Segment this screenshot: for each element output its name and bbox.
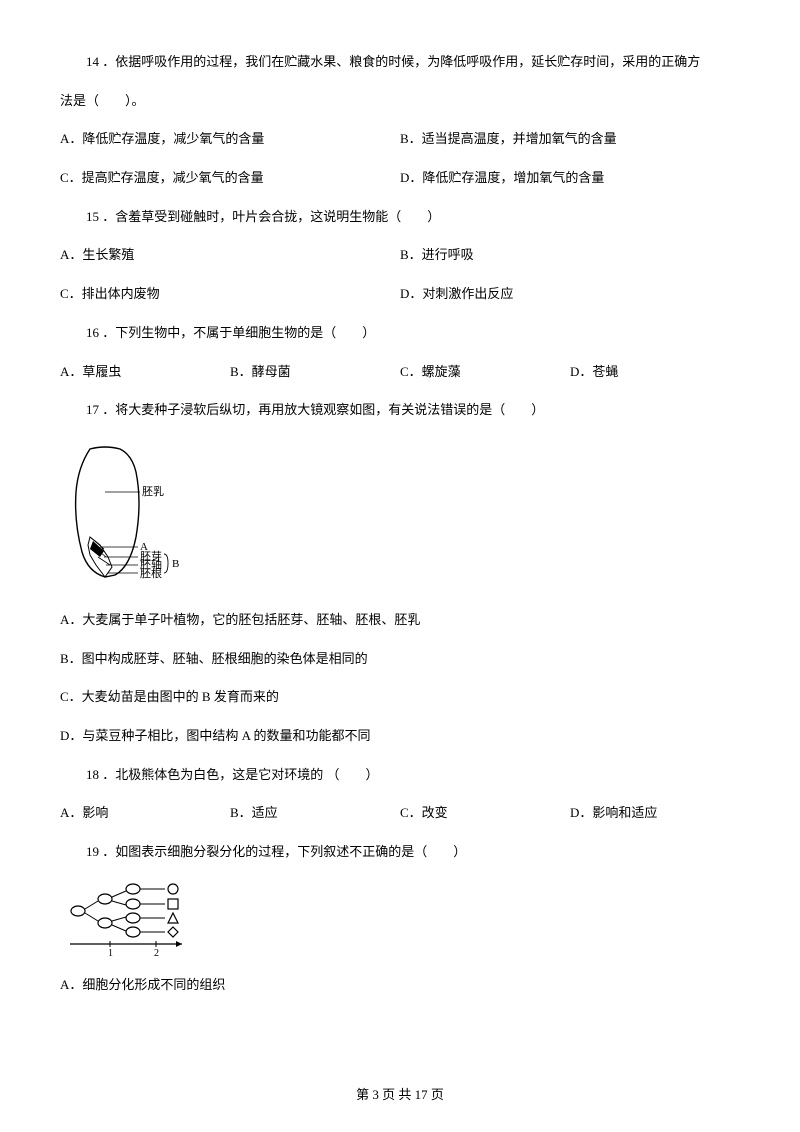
q17-stem: 17 ．将大麦种子浸软后纵切，再用放大镜观察如图，有关说法错误的是（ ）: [60, 398, 740, 423]
q15-B: B．进行呼吸: [400, 243, 740, 268]
q16-C: C．螺旋藻: [400, 360, 570, 385]
q14-A: A．降低贮存温度，减少氧气的含量: [60, 127, 400, 152]
q15-D: D．对刺激作出反应: [400, 282, 740, 307]
q14-options-row2: C．提高贮存温度，减少氧气的含量 D．降低贮存温度，增加氧气的含量: [60, 166, 740, 191]
q19-stem: 19 ．如图表示细胞分裂分化的过程，下列叙述不正确的是（ ）: [60, 840, 740, 865]
q16-options: A．草履虫 B．酵母菌 C．螺旋藻 D．苍蝇: [60, 360, 740, 385]
q14-C: C．提高贮存温度，减少氧气的含量: [60, 166, 400, 191]
q15-options-row2: C．排出体内废物 D．对刺激作出反应: [60, 282, 740, 307]
q16-A: A．草履虫: [60, 360, 230, 385]
q15-A: A．生长繁殖: [60, 243, 400, 268]
q15-stem: 15 ．含羞草受到碰触时，叶片会合拢，这说明生物能（ ）: [60, 205, 740, 230]
q16-B: B．酵母菌: [230, 360, 400, 385]
q18-A: A．影响: [60, 801, 230, 826]
q19-figure: 1 2: [60, 879, 740, 957]
seed-label-B: B: [172, 558, 179, 570]
q18-stem: 18 ．北极熊体色为白色，这是它对环境的 （ ）: [60, 763, 740, 788]
q18-D: D．影响和适应: [570, 801, 740, 826]
q15-options-row1: A．生长繁殖 B．进行呼吸: [60, 243, 740, 268]
q17-A: A．大麦属于单子叶植物，它的胚包括胚芽、胚轴、胚根、胚乳: [60, 608, 740, 633]
q18-C: C．改变: [400, 801, 570, 826]
q16-D: D．苍蝇: [570, 360, 740, 385]
q14-options-row1: A．降低贮存温度，减少氧气的含量 B．适当提高温度，并增加氧气的含量: [60, 127, 740, 152]
seed-label-endosperm: 胚乳: [142, 485, 164, 498]
q15-C: C．排出体内废物: [60, 282, 400, 307]
q17-B: B．图中构成胚芽、胚轴、胚根细胞的染色体是相同的: [60, 647, 740, 672]
fig19-label-2: 2: [154, 948, 159, 957]
q17-C: C．大麦幼苗是由图中的 B 发育而来的: [60, 685, 740, 710]
q18-B: B．适应: [230, 801, 400, 826]
seed-label-radicle: 胚根: [140, 566, 162, 580]
q17-figure: 胚乳 A 胚芽 胚轴 胚根 B: [60, 437, 740, 592]
q18-options: A．影响 B．适应 C．改变 D．影响和适应: [60, 801, 740, 826]
q17-D: D．与菜豆种子相比，图中结构 A 的数量和功能都不同: [60, 724, 740, 749]
page-footer: 第 3 页 共 17 页: [0, 1083, 800, 1108]
q14-B: B．适当提高温度，并增加氧气的含量: [400, 127, 740, 152]
q16-stem: 16 ．下列生物中，不属于单细胞生物的是（ ）: [60, 321, 740, 346]
q14-D: D．降低贮存温度，增加氧气的含量: [400, 166, 740, 191]
q19-A: A．细胞分化形成不同的组织: [60, 973, 740, 998]
q14-stem-line1: 14 ．依据呼吸作用的过程，我们在贮藏水果、粮食的时候，为降低呼吸作用，延长贮存…: [60, 50, 740, 75]
fig19-label-1: 1: [108, 948, 113, 957]
q14-stem-line2: 法是（ ）。: [60, 89, 740, 114]
